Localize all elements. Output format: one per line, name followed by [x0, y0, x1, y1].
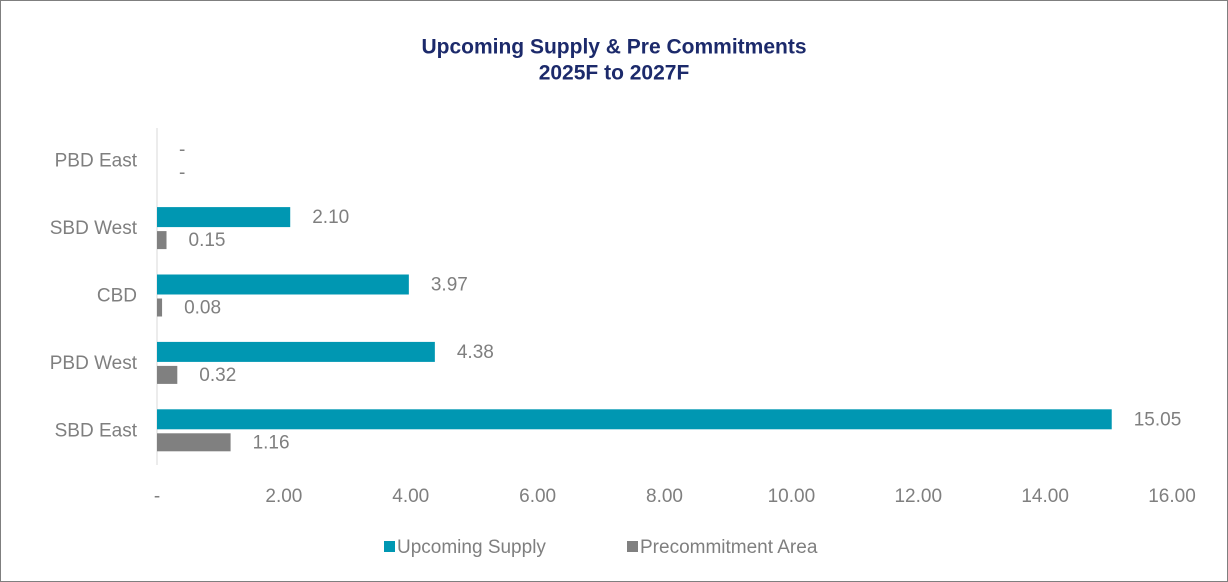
bar	[157, 365, 178, 384]
x-tick-label: 14.00	[1021, 486, 1069, 507]
x-tick-label: 16.00	[1148, 486, 1196, 507]
value-label: 0.08	[184, 298, 221, 319]
x-tick-label: 12.00	[894, 486, 942, 507]
value-label: -	[179, 140, 185, 161]
value-label: 15.05	[1134, 409, 1182, 430]
legend-label: Upcoming Supply	[397, 537, 546, 558]
legend-swatch	[627, 541, 638, 552]
x-tick-label: 6.00	[519, 486, 556, 507]
x-tick-label: -	[154, 486, 160, 507]
bar	[157, 433, 231, 452]
value-label: 0.15	[189, 230, 226, 251]
bar	[157, 341, 435, 362]
legend-label: Precommitment Area	[640, 537, 818, 558]
value-label: 1.16	[253, 432, 290, 453]
x-tick-label: 10.00	[768, 486, 816, 507]
chart-title: Upcoming Supply & Pre Commitments	[421, 36, 806, 59]
value-label: 4.38	[457, 342, 494, 363]
bar	[157, 274, 409, 295]
y-tick-label: SBD West	[50, 218, 138, 239]
value-label: 2.10	[312, 207, 349, 228]
y-tick-label: PBD West	[50, 353, 138, 374]
chart-subtitle: 2025F to 2027F	[539, 62, 690, 85]
value-label: -	[179, 163, 185, 184]
bar	[157, 409, 1112, 430]
bar	[157, 207, 291, 228]
legend-swatch	[384, 541, 395, 552]
x-tick-label: 8.00	[646, 486, 683, 507]
y-tick-label: SBD East	[55, 420, 138, 441]
value-label: 3.97	[431, 275, 468, 296]
x-tick-label: 4.00	[392, 486, 429, 507]
bar	[157, 231, 167, 250]
bar	[157, 298, 163, 317]
value-label: 0.32	[199, 365, 236, 386]
y-tick-label: CBD	[97, 286, 137, 307]
y-tick-label: PBD East	[55, 151, 138, 172]
x-tick-label: 2.00	[265, 486, 302, 507]
